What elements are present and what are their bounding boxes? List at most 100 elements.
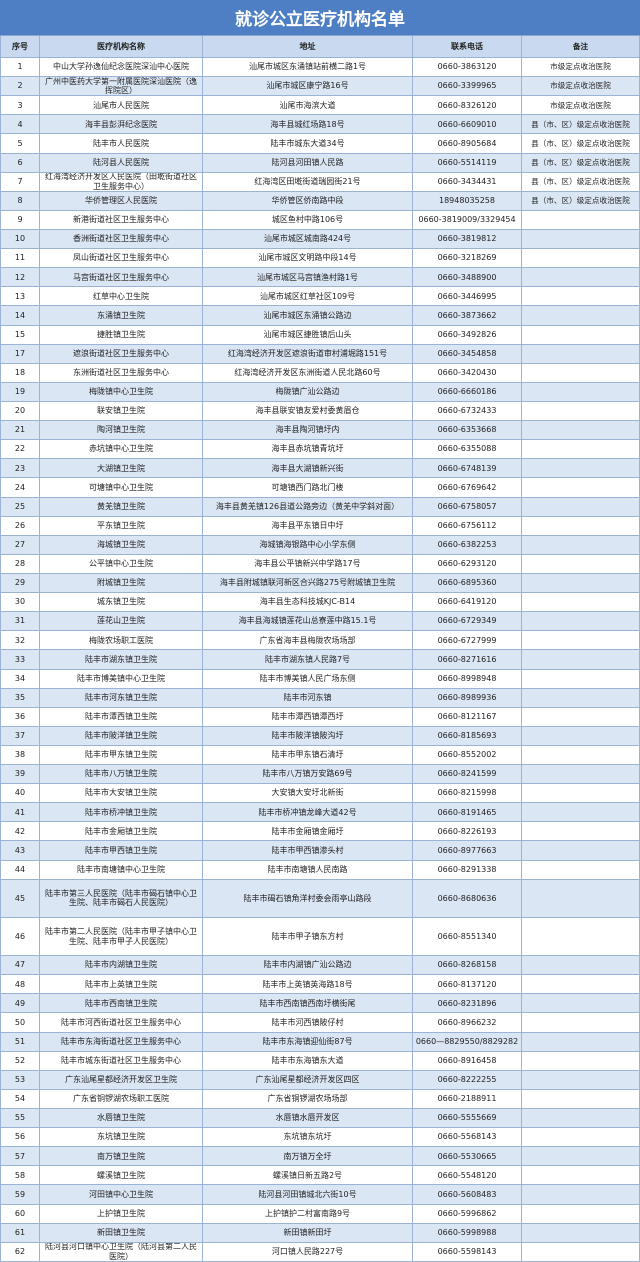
cell-remark: 县（市、区）级定点收治医院 <box>522 172 640 191</box>
table-row: 40 陆丰市大安镇卫生院 大安镇大安圩北新街 0660-8215998 <box>0 784 640 804</box>
cell-no: 30 <box>0 593 40 612</box>
cell-name: 河田镇中心卫生院 <box>40 1185 203 1204</box>
cell-name: 陆丰市甲西镇卫生院 <box>40 841 203 860</box>
cell-phone: 0660-6353668 <box>413 421 522 440</box>
cell-no: 49 <box>0 994 40 1013</box>
table-row: 50 陆丰市河西街道社区卫生服务中心 陆丰市河西镇陂仔村 0660-8966232 <box>0 1013 640 1033</box>
cell-name: 梅陇镇中心卫生院 <box>40 382 203 401</box>
table-row: 44 陆丰市南塘镇中心卫生院 陆丰市南塘镇人民南路 0660-8291338 <box>0 860 640 880</box>
cell-remark <box>522 573 640 593</box>
cell-address: 陆河县河田镇人民路 <box>203 153 413 172</box>
cell-remark <box>522 1223 640 1242</box>
cell-name: 陆丰市八万镇卫生院 <box>40 765 203 784</box>
cell-remark <box>522 325 640 344</box>
table-row: 24 可塘镇中心卫生院 可塘镇西门路北门楼 0660-6769642 <box>0 478 640 498</box>
cell-address: 陆丰市桥冲镇龙峰大道42号 <box>203 803 413 822</box>
table-row: 46 陆丰市第二人民医院（陆丰市甲子镇中心卫生院、陆丰市甲子人民医院） 陆丰市甲子镇… <box>0 917 640 957</box>
cell-phone: 0660-6660186 <box>413 382 522 401</box>
cell-no: 40 <box>0 784 40 803</box>
table: 序号 医疗机构名称 地址 联系电话 备注 1 中山大学孙逸仙纪念医院深汕中心医院 汕尾市城区东… <box>0 36 640 1262</box>
cell-remark <box>522 975 640 994</box>
column-header: 联系电话 <box>413 36 522 57</box>
cell-phone: 0660-8137120 <box>413 975 522 994</box>
cell-name: 城东镇卫生院 <box>40 593 203 612</box>
cell-remark <box>522 554 640 573</box>
cell-address: 广东省海丰县梅陇农场场部 <box>203 631 413 650</box>
table-row: 32 梅陇农场职工医院 广东省海丰县梅陇农场场部 0660-6727999 <box>0 631 640 651</box>
table-row: 38 陆丰市甲东镇卫生院 陆丰市甲东镇石清圩 0660-8552002 <box>0 745 640 766</box>
cell-name: 陆丰市甲东镇卫生院 <box>40 745 203 765</box>
cell-remark: 县（市、区）级定点收治医院 <box>522 115 640 134</box>
cell-remark <box>522 382 640 401</box>
cell-phone: 0660-5998988 <box>413 1223 522 1242</box>
cell-remark <box>522 1032 640 1051</box>
cell-name: 陆丰市河东镇卫生院 <box>40 688 203 707</box>
cell-remark <box>522 688 640 707</box>
cell-name: 陆丰市城东街道社区卫生服务中心 <box>40 1051 203 1070</box>
cell-address: 海城镇海银路中心小学东侧 <box>203 535 413 554</box>
cell-name: 联安镇卫生院 <box>40 401 203 421</box>
cell-address: 陆丰市河西镇陂仔村 <box>203 1013 413 1032</box>
cell-phone: 0660-5608483 <box>413 1185 522 1204</box>
table-row: 59 河田镇中心卫生院 陆河县河田镇城北六街10号 0660-5608483 <box>0 1185 640 1205</box>
table-row: 35 陆丰市河东镇卫生院 陆丰市河东镇 0660-8989936 <box>0 688 640 708</box>
cell-address: 陆丰市东海镇东大道 <box>203 1051 413 1070</box>
table-row: 2 广州中医药大学第一附属医院深汕医院（逸挥院区） 汕尾市城区康宁路16号 0660-… <box>0 77 640 97</box>
cell-no: 50 <box>0 1013 40 1032</box>
table-row: 22 赤坑镇中心卫生院 海丰县赤坑镇青坑圩 0660-6355088 <box>0 440 640 460</box>
cell-name: 海丰县彭湃纪念医院 <box>40 115 203 134</box>
cell-remark <box>522 917 640 956</box>
column-header: 医疗机构名称 <box>40 36 203 57</box>
cell-phone: 0660-6756112 <box>413 516 522 535</box>
cell-address: 陆丰市西南镇西南圩横街尾 <box>203 994 413 1013</box>
cell-name: 遮浪街道社区卫生服务中心 <box>40 344 203 363</box>
cell-address: 红海湾经济开发区东洲街道人民北路60号 <box>203 363 413 382</box>
cell-name: 附城镇卫生院 <box>40 573 203 593</box>
cell-address: 汕尾市城区东涌镇站前横二路1号 <box>203 58 413 77</box>
column-header: 序号 <box>0 36 40 57</box>
cell-remark: 县（市、区）级定点收治医院 <box>522 134 640 153</box>
cell-no: 4 <box>0 115 40 134</box>
table-row: 39 陆丰市八万镇卫生院 陆丰市八万镇万安路69号 0660-8241599 <box>0 765 640 785</box>
cell-remark <box>522 249 640 268</box>
cell-no: 31 <box>0 612 40 631</box>
cell-phone: 0660-8998948 <box>413 669 522 688</box>
cell-phone: 0660-6748139 <box>413 459 522 478</box>
cell-remark <box>522 306 640 325</box>
cell-address: 海丰县平东镇日中圩 <box>203 516 413 535</box>
cell-no: 15 <box>0 325 40 344</box>
cell-name: 陆丰市第二人民医院（陆丰市甲子镇中心卫生院、陆丰市甲子人民医院） <box>40 917 203 956</box>
cell-phone: 0660-3863120 <box>413 58 522 77</box>
table-row: 14 东涌镇卫生院 汕尾市城区东涌镇公路边 0660-3873662 <box>0 306 640 326</box>
cell-address: 海丰县生态科技城KJC-B14 <box>203 593 413 612</box>
cell-phone: 0660-8226193 <box>413 822 522 841</box>
cell-no: 33 <box>0 650 40 669</box>
table-row: 20 联安镇卫生院 海丰县联安镇友爱村委黄眉仓 0660-6732433 <box>0 401 640 422</box>
cell-no: 55 <box>0 1109 40 1128</box>
table-row: 49 陆丰市西南镇卫生院 陆丰市西南镇西南圩横街尾 0660-8231896 <box>0 994 640 1014</box>
cell-no: 17 <box>0 344 40 363</box>
column-header: 备注 <box>522 36 640 57</box>
table-row: 55 水唇镇卫生院 水唇镇水唇开发区 0660-5555669 <box>0 1109 640 1129</box>
cell-name: 陆丰市潭西镇卫生院 <box>40 707 203 726</box>
cell-address: 海丰县赤坑镇青坑圩 <box>203 440 413 459</box>
table-row: 6 陆河县人民医院 陆河县河田镇人民路 0660-5514119 县（市、区）级定点收治… <box>0 153 640 173</box>
cell-phone: 0660-6609010 <box>413 115 522 134</box>
cell-no: 26 <box>0 516 40 535</box>
cell-remark <box>522 726 640 745</box>
cell-phone: 0660-6382253 <box>413 535 522 554</box>
table-row: 41 陆丰市桥冲镇卫生院 陆丰市桥冲镇龙峰大道42号 0660-8191465 <box>0 803 640 823</box>
table-row: 12 马宫街道社区卫生服务中心 汕尾市城区马宫镇渔村路1号 0660-3488900 <box>0 268 640 288</box>
cell-name: 陆丰市第三人民医院（陆丰市碣石镇中心卫生院、陆丰市碣石人民医院） <box>40 879 203 917</box>
cell-no: 42 <box>0 822 40 841</box>
cell-no: 8 <box>0 191 40 210</box>
table-row: 10 香洲街道社区卫生服务中心 汕尾市城区城南路424号 0660-3819812 <box>0 229 640 250</box>
cell-phone: 0660-5598143 <box>413 1242 522 1261</box>
cell-no: 24 <box>0 478 40 497</box>
cell-remark <box>522 401 640 421</box>
cell-no: 54 <box>0 1089 40 1109</box>
cell-address: 海丰县大湖镇新兴街 <box>203 459 413 478</box>
cell-no: 56 <box>0 1128 40 1147</box>
cell-phone: 0660-3819009/3329454 <box>413 210 522 229</box>
